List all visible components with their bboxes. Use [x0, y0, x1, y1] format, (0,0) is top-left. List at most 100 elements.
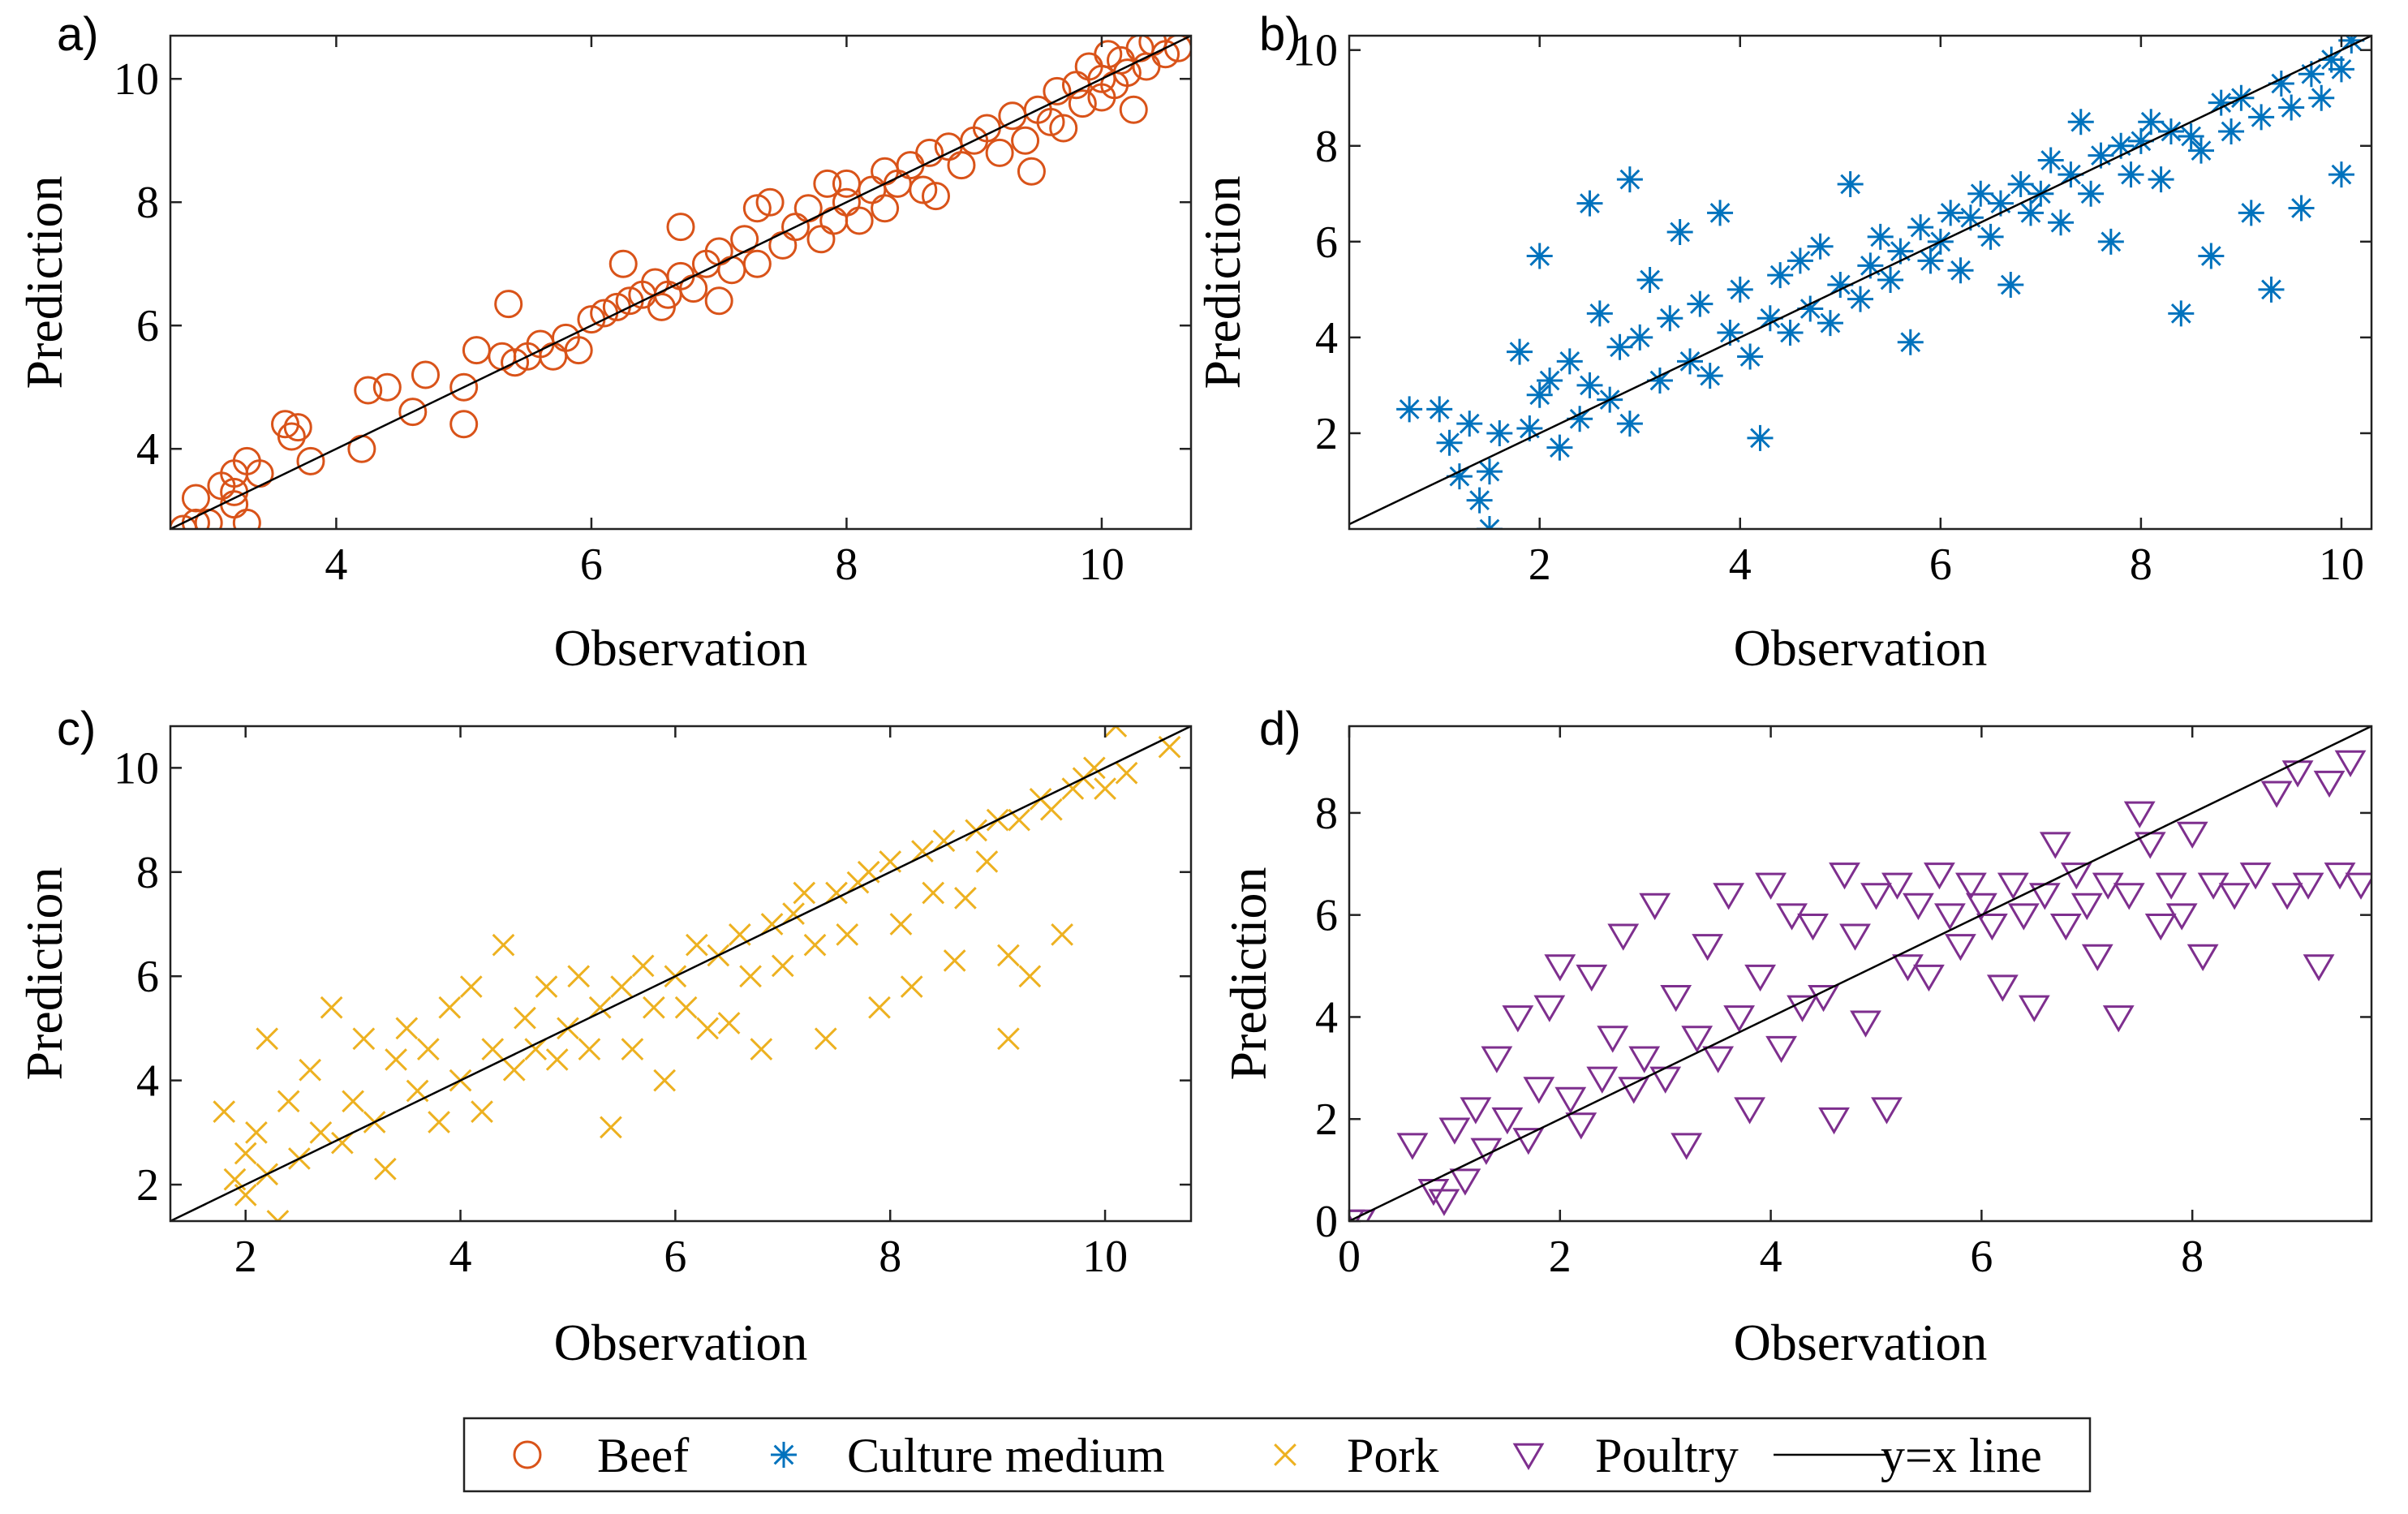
data-point — [1417, 1178, 1450, 1206]
data-point — [666, 213, 695, 242]
data-point — [922, 881, 945, 905]
data-point — [2127, 127, 2154, 154]
y-axis-label: Prediction — [15, 867, 73, 1080]
data-point — [277, 1090, 300, 1113]
panel-b: 2 4 6 8 10 2 4 6 8 10 Observation Prediction b) — [1193, 8, 2373, 677]
y-tick-label: 2 — [1315, 409, 1338, 459]
data-point — [1817, 310, 1843, 337]
data-point — [813, 169, 842, 198]
data-point — [2176, 821, 2208, 849]
data-point — [1681, 1026, 1714, 1053]
data-point — [232, 508, 261, 529]
data-point — [524, 1038, 548, 1060]
data-point — [2239, 862, 2272, 890]
scatter-points — [213, 726, 1181, 1221]
data-point — [1997, 872, 2029, 900]
data-point — [1857, 252, 1884, 279]
y-tick-label: 2 — [136, 1160, 159, 1211]
data-point — [1944, 934, 1976, 961]
data-point — [481, 1038, 505, 1060]
data-point — [535, 975, 558, 998]
data-point — [2218, 883, 2251, 910]
panel-a: 4 6 8 10 4 6 8 10 Observation Prediction a) — [15, 8, 1193, 677]
data-point — [1997, 271, 2024, 298]
data-point — [331, 1131, 354, 1155]
data-point — [372, 372, 402, 402]
data-point — [2260, 781, 2293, 808]
data-point — [1516, 415, 1543, 442]
data-point — [471, 1100, 493, 1124]
data-point — [1426, 396, 1453, 423]
data-point — [1446, 463, 1473, 490]
data-point — [825, 881, 848, 905]
data-point — [2118, 161, 2144, 188]
data-point — [2037, 147, 2064, 174]
yx-line — [170, 36, 1191, 529]
data-point — [588, 996, 612, 1019]
data-point — [1018, 965, 1042, 988]
data-point — [1917, 247, 1944, 274]
data-point — [578, 1038, 601, 1060]
x-tick-label: 2 — [1549, 1232, 1572, 1282]
y-tick-label: 6 — [136, 301, 159, 351]
data-point — [2144, 913, 2177, 941]
axes-box — [1348, 725, 2373, 1223]
data-point — [1460, 1097, 1492, 1125]
y-tick-label: 2 — [1315, 1095, 1338, 1145]
data-point — [1639, 892, 1671, 921]
x-tick-label: 6 — [580, 540, 603, 590]
data-point — [1094, 777, 1116, 800]
data-point — [760, 913, 784, 935]
data-point — [1976, 913, 2008, 941]
data-point — [354, 376, 383, 405]
data-point — [1576, 964, 1608, 992]
data-point — [1576, 372, 1603, 398]
data-point — [1049, 114, 1078, 143]
data-point — [871, 194, 900, 223]
data-point — [1502, 1005, 1534, 1033]
data-point — [1396, 396, 1423, 423]
data-point — [2288, 195, 2315, 222]
data-point — [1871, 1097, 1903, 1125]
data-point — [2248, 104, 2275, 131]
data-point — [2070, 892, 2103, 921]
scatter-points — [170, 36, 1191, 529]
data-point — [1104, 726, 1128, 738]
data-point — [1396, 1133, 1429, 1160]
x-tick-label: 2 — [1529, 540, 1551, 590]
data-point — [1523, 1077, 1555, 1104]
data-point — [2188, 137, 2214, 164]
data-point — [545, 1048, 569, 1071]
data-point — [1807, 233, 1834, 260]
data-point — [793, 194, 823, 223]
x-tick-label: 8 — [2181, 1232, 2204, 1282]
data-point — [2278, 94, 2305, 121]
x-axis-label: Observation — [554, 619, 808, 677]
data-point — [277, 422, 306, 451]
legend-label: Beef — [597, 1429, 689, 1482]
data-point — [674, 996, 698, 1019]
data-point — [492, 933, 515, 957]
y-tick-label: 10 — [1292, 26, 1338, 76]
data-point — [2298, 61, 2324, 88]
y-tick-label: 4 — [1315, 992, 1338, 1043]
data-point — [1787, 995, 1818, 1022]
legend-label: Poultry — [1595, 1429, 1739, 1482]
data-point — [1907, 214, 1934, 241]
legend-label: y=x line — [1881, 1429, 2042, 1482]
data-point — [2102, 1005, 2135, 1033]
data-point — [1837, 170, 1864, 197]
data-point — [947, 151, 976, 180]
data-point — [1456, 411, 1483, 437]
data-point — [868, 996, 891, 1019]
panel-letter: d) — [1259, 703, 1301, 755]
data-point — [2007, 170, 2034, 197]
data-point — [1636, 267, 1663, 294]
data-point — [771, 954, 794, 978]
data-point — [514, 1006, 536, 1030]
data-point — [717, 256, 746, 285]
data-point — [501, 348, 530, 377]
data-point — [181, 484, 210, 513]
data-point — [909, 175, 938, 204]
data-point — [2208, 89, 2234, 116]
